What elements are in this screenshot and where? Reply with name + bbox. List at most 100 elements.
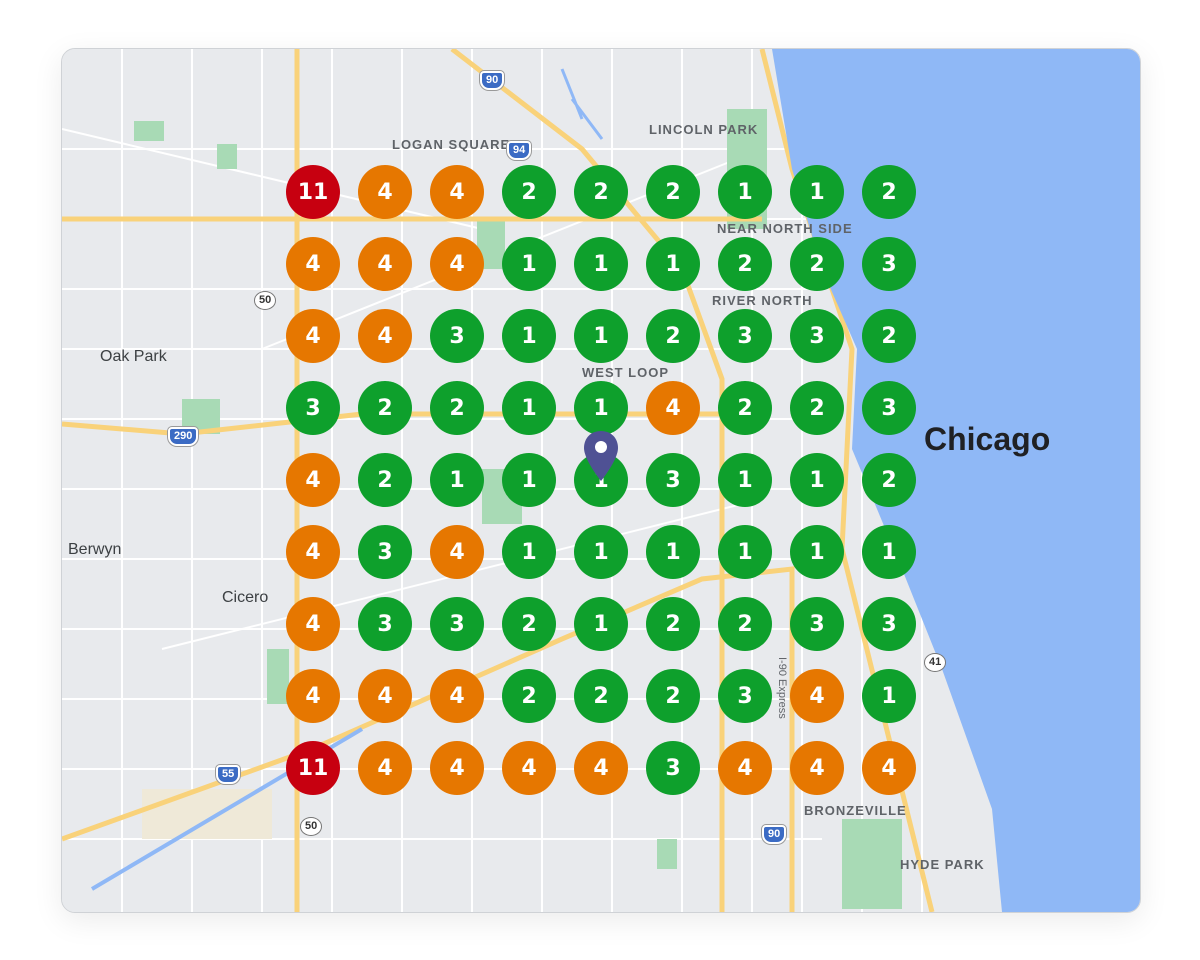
rank-marker[interactable]: 2 <box>718 237 772 291</box>
rank-marker[interactable]: 1 <box>502 237 556 291</box>
rank-marker[interactable]: 4 <box>790 741 844 795</box>
rank-marker[interactable]: 4 <box>358 309 412 363</box>
rank-marker[interactable]: 1 <box>790 165 844 219</box>
rank-marker[interactable]: 2 <box>646 669 700 723</box>
rank-marker[interactable]: 4 <box>430 525 484 579</box>
rank-marker[interactable]: 1 <box>574 237 628 291</box>
rank-marker[interactable]: 2 <box>574 669 628 723</box>
rank-marker[interactable]: 2 <box>358 381 412 435</box>
label-bronzeville: BRONZEVILLE <box>804 803 907 818</box>
rank-marker[interactable]: 2 <box>862 309 916 363</box>
rank-marker[interactable]: 3 <box>862 237 916 291</box>
rank-marker[interactable]: 2 <box>718 597 772 651</box>
label-lincoln-park: LINCOLN PARK <box>649 122 759 137</box>
rank-marker[interactable]: 1 <box>574 309 628 363</box>
rank-marker[interactable]: 2 <box>646 165 700 219</box>
rank-marker[interactable]: 3 <box>358 525 412 579</box>
interstate-94-shield-icon: 94 <box>507 141 532 160</box>
rank-marker[interactable]: 1 <box>502 525 556 579</box>
rank-marker[interactable]: 1 <box>862 669 916 723</box>
us-50-shield-icon: 50 <box>300 817 323 836</box>
rank-marker[interactable]: 3 <box>646 741 700 795</box>
rank-marker[interactable]: 4 <box>286 669 340 723</box>
rank-marker[interactable]: 2 <box>862 453 916 507</box>
rank-marker[interactable]: 4 <box>286 309 340 363</box>
rank-marker[interactable]: 1 <box>502 381 556 435</box>
rank-marker[interactable]: 3 <box>790 597 844 651</box>
label-logan-square: LOGAN SQUARE <box>392 137 511 152</box>
rank-marker[interactable]: 1 <box>574 597 628 651</box>
rank-marker[interactable]: 1 <box>502 309 556 363</box>
rank-marker[interactable]: 4 <box>718 741 772 795</box>
label-berwyn: Berwyn <box>68 541 122 558</box>
rank-marker[interactable]: 11 <box>286 165 340 219</box>
label-cicero: Cicero <box>222 589 269 606</box>
rank-marker[interactable]: 2 <box>574 165 628 219</box>
rank-marker[interactable]: 3 <box>286 381 340 435</box>
rank-marker[interactable]: 4 <box>430 741 484 795</box>
rank-marker[interactable]: 3 <box>430 309 484 363</box>
rank-marker[interactable]: 3 <box>718 309 772 363</box>
rank-marker[interactable]: 2 <box>502 597 556 651</box>
map-card: LOGAN SQUARE LINCOLN PARK Oak Park Berwy… <box>61 48 1141 913</box>
rank-marker[interactable]: 3 <box>862 597 916 651</box>
rank-marker[interactable]: 2 <box>790 237 844 291</box>
rank-marker[interactable]: 3 <box>790 309 844 363</box>
rank-marker[interactable]: 4 <box>502 741 556 795</box>
rank-marker[interactable]: 2 <box>502 669 556 723</box>
rank-marker[interactable]: 3 <box>862 381 916 435</box>
rank-marker[interactable]: 1 <box>574 525 628 579</box>
rank-marker[interactable]: 4 <box>430 237 484 291</box>
rank-marker[interactable]: 1 <box>790 453 844 507</box>
rank-marker[interactable]: 2 <box>790 381 844 435</box>
rank-marker[interactable]: 1 <box>430 453 484 507</box>
rank-marker[interactable]: 11 <box>286 741 340 795</box>
rank-marker[interactable]: 4 <box>574 741 628 795</box>
rank-marker[interactable]: 4 <box>358 165 412 219</box>
rank-marker[interactable]: 1 <box>574 381 628 435</box>
rank-marker[interactable]: 2 <box>646 597 700 651</box>
rank-marker[interactable]: 1 <box>718 165 772 219</box>
label-chicago: Chicago <box>924 421 1051 457</box>
rank-marker[interactable]: 2 <box>718 381 772 435</box>
us-50-shield-icon: 50 <box>254 291 277 310</box>
rank-marker[interactable]: 4 <box>358 669 412 723</box>
rank-marker[interactable]: 4 <box>286 453 340 507</box>
rank-marker[interactable]: 1 <box>718 453 772 507</box>
rank-marker[interactable]: 1 <box>790 525 844 579</box>
interstate-90-shield-icon: 90 <box>480 71 505 90</box>
label-near-north: NEAR NORTH SIDE <box>717 221 853 236</box>
rank-marker[interactable]: 4 <box>430 165 484 219</box>
business-location-pin-icon[interactable] <box>584 431 618 481</box>
rank-marker[interactable]: 4 <box>862 741 916 795</box>
rank-marker[interactable]: 2 <box>430 381 484 435</box>
label-west-loop: WEST LOOP <box>582 365 669 380</box>
rank-marker[interactable]: 1 <box>646 237 700 291</box>
rank-marker[interactable]: 3 <box>718 669 772 723</box>
rank-marker[interactable]: 1 <box>646 525 700 579</box>
rank-marker[interactable]: 4 <box>358 741 412 795</box>
rank-marker[interactable]: 4 <box>790 669 844 723</box>
rank-marker[interactable]: 1 <box>862 525 916 579</box>
rank-marker[interactable]: 3 <box>646 453 700 507</box>
rank-marker[interactable]: 4 <box>286 597 340 651</box>
rank-marker[interactable]: 2 <box>502 165 556 219</box>
rank-marker[interactable]: 2 <box>862 165 916 219</box>
rank-marker[interactable]: 1 <box>502 453 556 507</box>
rank-marker[interactable]: 4 <box>358 237 412 291</box>
rank-marker[interactable]: 3 <box>430 597 484 651</box>
rank-marker[interactable]: 2 <box>358 453 412 507</box>
label-hyde-park: HYDE PARK <box>900 857 985 872</box>
rank-marker[interactable]: 4 <box>286 237 340 291</box>
rank-marker[interactable]: 3 <box>358 597 412 651</box>
interstate-55-shield-icon: 55 <box>216 765 241 784</box>
rank-marker[interactable]: 4 <box>286 525 340 579</box>
rank-marker[interactable]: 4 <box>646 381 700 435</box>
rank-marker[interactable]: 2 <box>646 309 700 363</box>
interstate-90-shield-icon: 90 <box>762 825 787 844</box>
interstate-290-shield-icon: 290 <box>168 427 199 446</box>
rank-marker[interactable]: 4 <box>430 669 484 723</box>
label-river-north: RIVER NORTH <box>712 293 813 308</box>
label-oak-park: Oak Park <box>100 348 167 365</box>
rank-marker[interactable]: 1 <box>718 525 772 579</box>
